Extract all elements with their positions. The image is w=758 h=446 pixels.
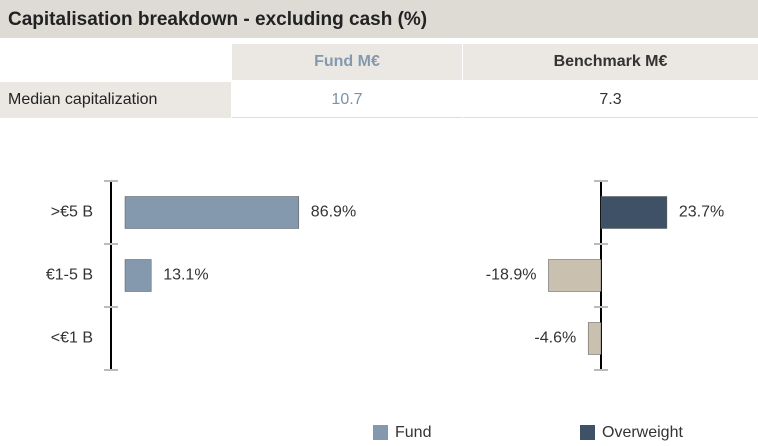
category-label: >€5 B	[51, 204, 93, 221]
table-cell: 10.7	[232, 82, 462, 118]
legend-swatch	[373, 425, 388, 440]
column-header: Fund M€	[232, 44, 462, 80]
section-title: Capitalisation breakdown - excluding cas…	[0, 0, 758, 38]
row-header: Median capitalization	[0, 82, 231, 118]
category-label: <€1 B	[51, 330, 93, 347]
bar	[548, 259, 602, 292]
legend-label: Fund	[395, 424, 431, 441]
bar	[600, 196, 668, 229]
legend-label: Overweight	[602, 424, 683, 441]
category-label: €1-5 B	[46, 267, 93, 284]
bar	[124, 196, 300, 229]
value-label: 86.9%	[311, 204, 356, 221]
table-cell: 7.3	[463, 82, 758, 118]
value-label: -18.9%	[486, 267, 537, 284]
bar	[124, 259, 152, 292]
value-label: -4.6%	[534, 330, 576, 347]
value-label: 13.1%	[163, 267, 208, 284]
column-header: Benchmark M€	[463, 44, 758, 80]
legend-swatch	[580, 425, 595, 440]
value-label: 23.7%	[679, 204, 724, 221]
bar	[587, 322, 602, 355]
